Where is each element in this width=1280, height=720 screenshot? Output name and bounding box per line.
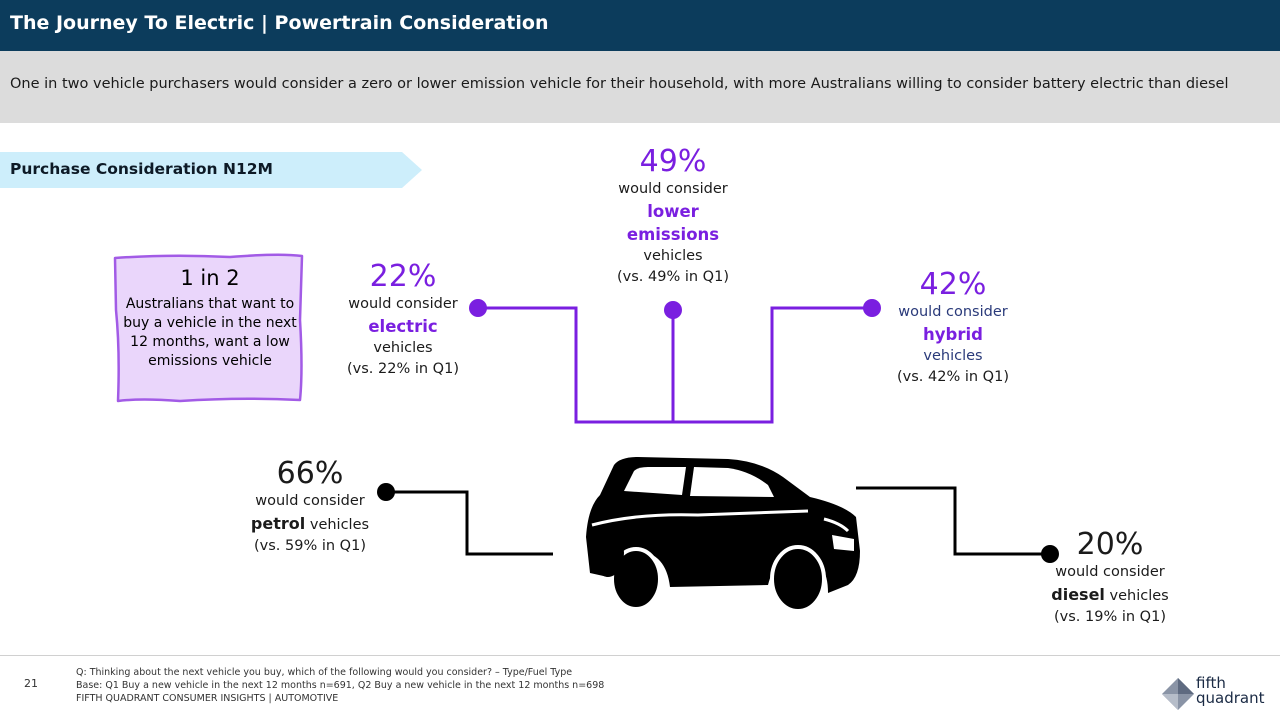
page-number: 21: [24, 677, 38, 690]
stat-hybrid: 42% would consider hybrid vehicles (vs. …: [873, 268, 1033, 388]
stat-petrol: 66% would consider petrol vehicles (vs. …: [230, 457, 390, 557]
electric-line1: would consider: [348, 296, 458, 312]
hybrid-comparison: (vs. 42% in Q1): [897, 369, 1009, 385]
hybrid-keyword: hybrid: [923, 325, 983, 344]
petrol-pct: 66%: [276, 456, 344, 491]
footer-base: Base: Q1 Buy a new vehicle in the next 1…: [76, 680, 605, 691]
diesel-line1: would consider: [1055, 564, 1165, 580]
diesel-dot: [1041, 545, 1059, 563]
petrol-dot: [377, 483, 395, 501]
lower-emissions-line2: vehicles: [643, 248, 703, 264]
petrol-connector: [386, 490, 553, 556]
petrol-comparison: (vs. 59% in Q1): [254, 538, 366, 554]
callout-body: Australians that want to buy a vehicle i…: [123, 296, 297, 369]
callout-headline: 1 in 2: [180, 266, 240, 290]
electric-comparison: (vs. 22% in Q1): [347, 361, 459, 377]
stat-lower-emissions: 49% would consider lower emissions vehic…: [593, 145, 753, 288]
electric-keyword: electric: [368, 317, 438, 336]
lower-emissions-line1: would consider: [618, 181, 728, 197]
hybrid-line1: would consider: [898, 304, 1008, 320]
footer-notes: Q: Thinking about the next vehicle you b…: [76, 666, 604, 705]
hybrid-dot: [863, 299, 881, 317]
lower-emissions-dot: [664, 301, 682, 319]
logo-text: fifth quadrant: [1196, 676, 1265, 706]
logo-line2: quadrant: [1196, 689, 1265, 707]
footer-question: Q: Thinking about the next vehicle you b…: [76, 667, 573, 678]
hybrid-pct: 42%: [919, 267, 987, 302]
diesel-keyword: diesel: [1051, 585, 1105, 604]
header-bar: [0, 0, 1280, 51]
car-icon: [586, 457, 860, 613]
diesel-connector: [856, 486, 1050, 556]
logo-line1: fifth: [1196, 674, 1226, 692]
lower-emissions-keyword1: lower: [647, 202, 699, 221]
page-title: The Journey To Electric | Powertrain Con…: [10, 12, 549, 34]
logo-mark-icon: [1162, 678, 1194, 710]
section-label: Purchase Consideration N12M: [10, 160, 273, 178]
lower-emissions-keyword2: emissions: [626, 225, 720, 244]
footer-source: FIFTH QUADRANT CONSUMER INSIGHTS | AUTOM…: [76, 693, 339, 704]
section-label-shape: [0, 152, 422, 188]
petrol-line1: would consider: [255, 493, 365, 509]
diesel-pct: 20%: [1076, 527, 1144, 562]
diesel-comparison: (vs. 19% in Q1): [1054, 609, 1166, 625]
callout-box: [113, 253, 304, 403]
subtitle-text: One in two vehicle purchasers would cons…: [10, 76, 1229, 92]
electric-connector: [478, 306, 872, 424]
electric-pct: 22%: [369, 259, 437, 294]
stat-electric: 22% would consider electric vehicles (vs…: [323, 260, 483, 380]
stat-diesel: 20% would consider diesel vehicles (vs. …: [1030, 528, 1190, 628]
subtitle-band: [0, 51, 1280, 123]
footer-divider: [0, 655, 1280, 656]
electric-line2: vehicles: [373, 340, 433, 356]
electric-dot: [469, 299, 487, 317]
lower-emissions-comparison: (vs. 49% in Q1): [617, 269, 729, 285]
petrol-keyword: petrol: [250, 514, 306, 533]
lower-emissions-pct: 49%: [639, 144, 707, 179]
hybrid-line2: vehicles: [923, 348, 983, 364]
petrol-suffix: vehicles: [305, 517, 370, 533]
diesel-suffix: vehicles: [1104, 588, 1169, 604]
